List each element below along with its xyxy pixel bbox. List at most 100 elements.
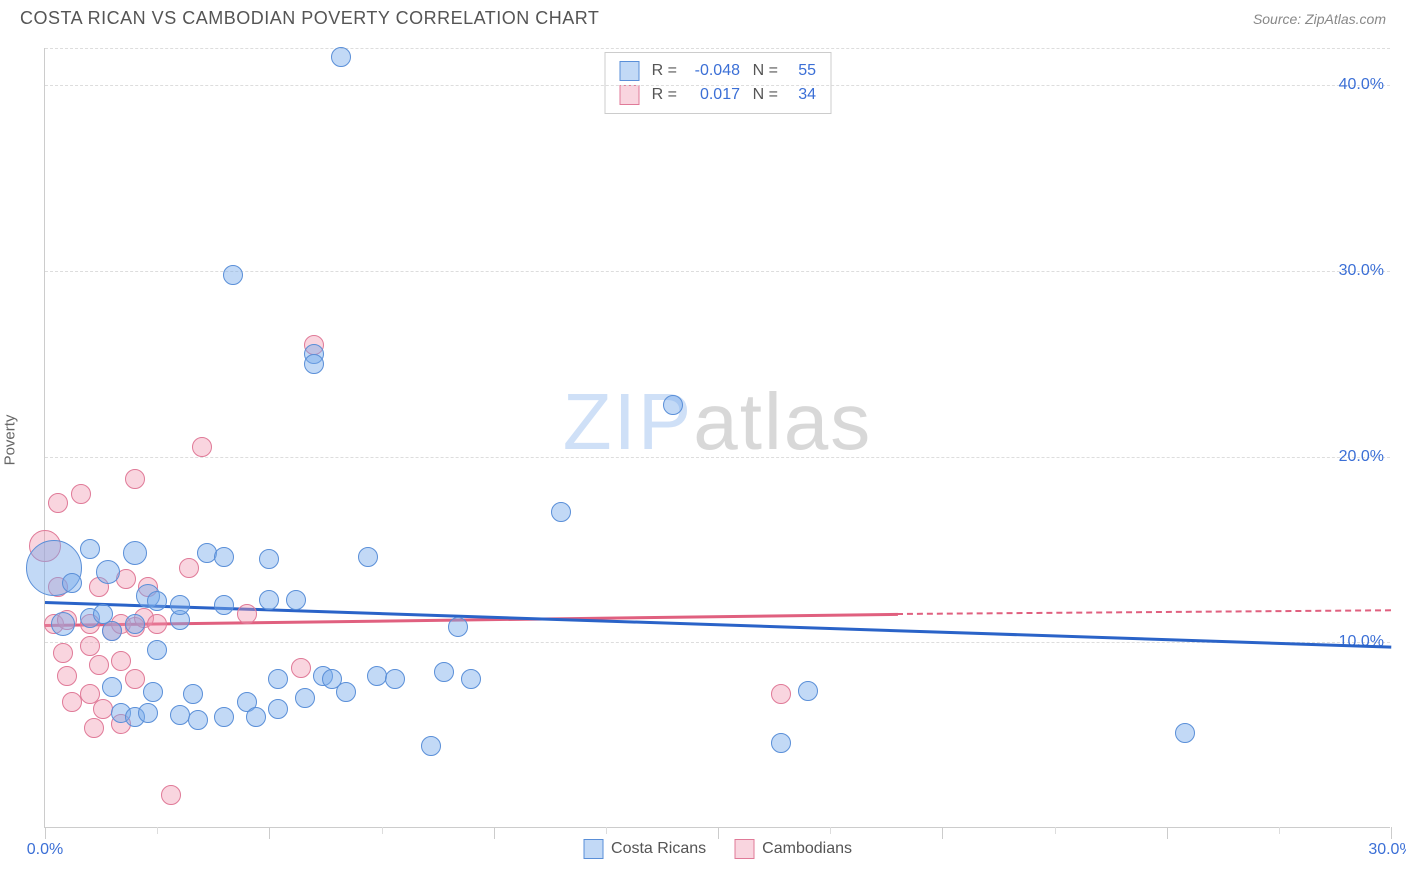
data-point-a	[295, 688, 315, 708]
data-point-b	[237, 604, 257, 624]
data-point-b	[93, 699, 113, 719]
watermark: ZIPatlas	[563, 376, 872, 468]
data-point-a	[771, 733, 791, 753]
n-label: N =	[748, 62, 778, 80]
data-point-a	[331, 47, 351, 67]
y-tick-label: 40.0%	[1339, 76, 1384, 94]
data-point-b	[71, 484, 91, 504]
x-tick-minor	[606, 827, 607, 834]
data-point-a	[138, 703, 158, 723]
legend-label-a: Costa Ricans	[611, 840, 706, 858]
y-tick-label: 20.0%	[1339, 448, 1384, 466]
data-point-b	[48, 493, 68, 513]
gridline	[45, 271, 1390, 272]
data-point-a	[62, 573, 82, 593]
y-tick-label: 10.0%	[1339, 633, 1384, 651]
data-point-b	[161, 785, 181, 805]
gridline	[45, 642, 1390, 643]
data-point-a	[421, 736, 441, 756]
x-tick-minor	[1055, 827, 1056, 834]
data-point-a	[798, 681, 818, 701]
data-point-b	[771, 684, 791, 704]
trend-line	[897, 609, 1391, 615]
n-label: N =	[748, 86, 778, 104]
x-tick-major	[45, 827, 46, 839]
data-point-a	[286, 590, 306, 610]
gridline	[45, 457, 1390, 458]
r-value-b: 0.017	[685, 86, 740, 104]
data-point-b	[179, 558, 199, 578]
stats-row-b: R = 0.017 N = 34	[619, 83, 816, 107]
header: COSTA RICAN VS CAMBODIAN POVERTY CORRELA…	[0, 0, 1406, 37]
data-point-a	[336, 682, 356, 702]
bottom-legend: Costa Ricans Cambodians	[583, 839, 852, 859]
legend-item-b: Cambodians	[734, 839, 852, 859]
data-point-b	[125, 669, 145, 689]
data-point-b	[89, 655, 109, 675]
data-point-b	[192, 437, 212, 457]
data-point-b	[53, 643, 73, 663]
data-point-b	[291, 658, 311, 678]
x-tick-label: 30.0%	[1368, 841, 1406, 859]
data-point-a	[147, 640, 167, 660]
data-point-a	[551, 502, 571, 522]
stats-row-a: R = -0.048 N = 55	[619, 59, 816, 83]
data-point-a	[214, 707, 234, 727]
stats-legend: R = -0.048 N = 55 R = 0.017 N = 34	[604, 52, 831, 114]
x-tick-major	[942, 827, 943, 839]
x-tick-major	[718, 827, 719, 839]
x-tick-label: 0.0%	[27, 841, 63, 859]
data-point-b	[125, 469, 145, 489]
data-point-b	[80, 636, 100, 656]
data-point-a	[197, 543, 217, 563]
legend-label-b: Cambodians	[762, 840, 852, 858]
swatch-b-icon	[734, 839, 754, 859]
data-point-a	[448, 617, 468, 637]
data-point-b	[111, 651, 131, 671]
swatch-b	[619, 85, 639, 105]
x-tick-minor	[382, 827, 383, 834]
data-point-a	[102, 621, 122, 641]
data-point-a	[246, 707, 266, 727]
r-label: R =	[647, 86, 677, 104]
r-label: R =	[647, 62, 677, 80]
data-point-b	[147, 614, 167, 634]
data-point-a	[123, 541, 147, 565]
data-point-a	[367, 666, 387, 686]
x-tick-minor	[830, 827, 831, 834]
data-point-a	[188, 710, 208, 730]
data-point-a	[434, 662, 454, 682]
data-point-a	[259, 549, 279, 569]
data-point-a	[80, 539, 100, 559]
plot-area: ZIPatlas R = -0.048 N = 55 R = 0.017 N =…	[44, 48, 1390, 828]
chart-area: ZIPatlas R = -0.048 N = 55 R = 0.017 N =…	[44, 48, 1390, 862]
data-point-a	[268, 699, 288, 719]
x-tick-major	[494, 827, 495, 839]
data-point-a	[385, 669, 405, 689]
swatch-a	[619, 61, 639, 81]
gridline	[45, 48, 1390, 49]
data-point-a	[125, 614, 145, 634]
data-point-a	[461, 669, 481, 689]
data-point-a	[259, 590, 279, 610]
data-point-a	[170, 705, 190, 725]
data-point-a	[268, 669, 288, 689]
data-point-a	[143, 682, 163, 702]
data-point-a	[214, 547, 234, 567]
r-value-a: -0.048	[685, 62, 740, 80]
data-point-a	[663, 395, 683, 415]
n-value-a: 55	[786, 62, 816, 80]
x-tick-minor	[1279, 827, 1280, 834]
chart-title: COSTA RICAN VS CAMBODIAN POVERTY CORRELA…	[20, 8, 599, 29]
source-label: Source: ZipAtlas.com	[1253, 11, 1386, 27]
data-point-a	[304, 354, 324, 374]
data-point-a	[358, 547, 378, 567]
x-tick-major	[269, 827, 270, 839]
data-point-a	[183, 684, 203, 704]
y-axis-label: Poverty	[2, 415, 19, 466]
x-tick-major	[1167, 827, 1168, 839]
data-point-a	[170, 595, 190, 615]
data-point-b	[57, 666, 77, 686]
data-point-a	[223, 265, 243, 285]
data-point-a	[214, 595, 234, 615]
